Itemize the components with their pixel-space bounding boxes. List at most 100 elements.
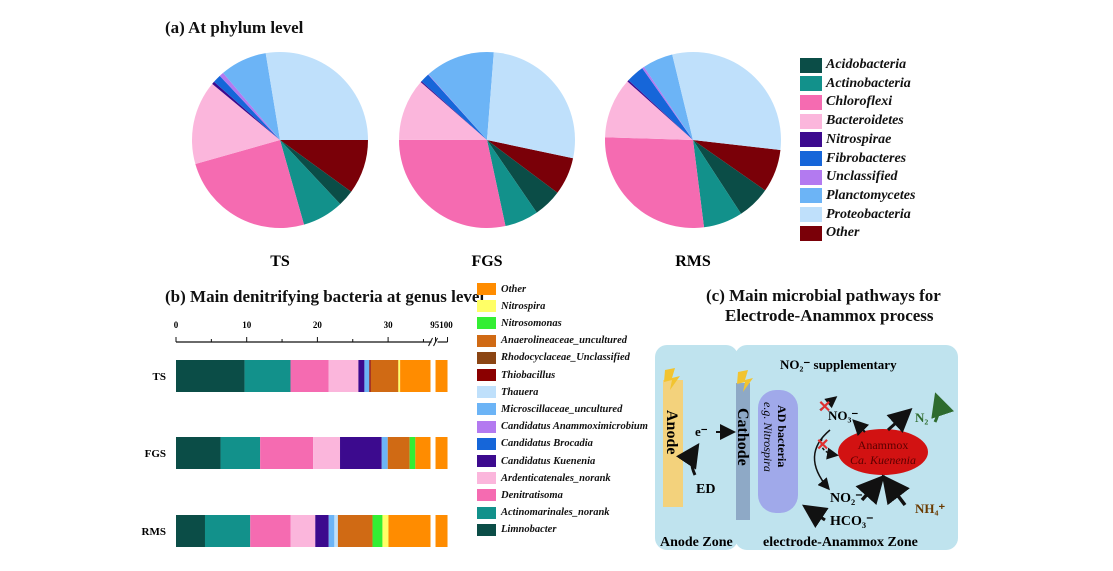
anode-electrode	[663, 380, 683, 507]
bar-segment-fgs-limnobacter	[176, 437, 221, 469]
legend-swatch	[477, 437, 496, 450]
panel-a-title: (a) At phylum level	[165, 18, 304, 37]
bar-segment-rms-candidatus-kuenenia	[315, 515, 329, 547]
pie-slice-rms-other	[693, 140, 781, 191]
x-tick-label: 30	[384, 320, 394, 330]
legend-item-limnobacter: Limnobacter	[477, 523, 556, 536]
pie-slice-fgs-actinobacteria	[487, 140, 537, 227]
pie-slice-ts-nitrospirae	[212, 81, 280, 140]
x-tick-label: 20	[313, 320, 323, 330]
bar-segment-rms-other	[435, 515, 448, 547]
pie-slice-fgs-proteobacteria	[487, 52, 575, 159]
bar-segment-rms-denitratisoma	[250, 515, 291, 547]
legend-item-microscillaceae-uncultured: Microscillaceae_uncultured	[477, 403, 622, 416]
legend-item-nitrosomonas: Nitrosomonas	[477, 317, 562, 330]
electrode-anammox-zone-label: electrode-Anammox Zone	[763, 535, 918, 550]
legend-item-actinomarinales-norank: Actinomarinales_norank	[477, 506, 610, 519]
bar-label-fgs: FGS	[145, 448, 166, 460]
pie-label-rms: RMS	[675, 253, 711, 270]
nh4-label: NH₄⁺	[915, 501, 945, 516]
legend-swatch	[800, 169, 822, 185]
legend-swatch	[800, 151, 822, 166]
bar-segment-rms-thauera	[334, 515, 338, 547]
n2-label: N₂	[915, 410, 928, 425]
bar-segment-rms-anaerolineaceae-uncultured	[337, 515, 373, 547]
pie-slice-fgs-other	[487, 140, 574, 193]
panel-c-title-line2: Electrode-Anammox process	[725, 306, 934, 325]
bar-segment-ts-limnobacter	[176, 360, 245, 392]
no3-label: NO₃⁻	[828, 408, 858, 423]
legend-label: Candidatus Kuenenia	[501, 455, 596, 467]
pie-slice-rms-actinobacteria	[693, 140, 742, 228]
legend-item-nitrospira: Nitrospira	[477, 300, 546, 313]
legend-swatch	[477, 369, 496, 381]
bar-segment-rms-other	[388, 515, 431, 547]
legend-label: Actinobacteria	[826, 75, 911, 91]
pie-slice-ts-actinobacteria	[280, 140, 341, 225]
legend-item-acidobacteria: Acidobacteria	[800, 57, 906, 73]
pie-slice-ts-acidobacteria	[280, 140, 352, 205]
blocked-arrow	[820, 437, 839, 460]
nh4-to-anammox-arrow	[881, 474, 910, 507]
anammox-ellipse	[838, 429, 928, 475]
pie-slice-rms-chloroflexi	[605, 137, 704, 228]
bar-segment-fgs-nitrosomonas	[409, 437, 416, 469]
pie-label-fgs: FGS	[471, 253, 502, 270]
bar-segment-fgs-other	[415, 437, 431, 469]
pie-slice-rms-nitrospirae	[627, 80, 693, 140]
hco3-arrow	[802, 504, 829, 528]
legend-label: Nitrosomonas	[501, 317, 562, 329]
bar-segment-ts-actinomarinales-norank	[244, 360, 291, 392]
anode-label: Anode	[663, 410, 680, 454]
legend-swatch	[477, 523, 496, 536]
pie-charts: TS FGS RMS	[192, 51, 781, 270]
legend-swatch	[800, 188, 822, 204]
pie-slice-ts-unclassified	[219, 72, 280, 140]
legend-swatch	[477, 351, 496, 364]
cathode-electrode	[736, 383, 750, 520]
legend-swatch	[477, 489, 496, 502]
legend-label: Ardenticatenales_norank	[501, 472, 611, 484]
pie-slice-rms-fibrobacteres	[628, 68, 693, 140]
pie-slice-rms-unclassified	[642, 66, 693, 140]
kuenenia-label: Ca. Kuenenia	[850, 453, 916, 467]
legend-item-actinobacteria: Actinobacteria	[800, 76, 911, 92]
ad-bacteria-label: AD bacteria	[775, 405, 789, 467]
anode-zone-label: Anode Zone	[660, 535, 733, 550]
bar-segment-ts-other	[400, 360, 431, 392]
anammox-label: Anammox	[858, 438, 909, 452]
no2-label: NO₂⁻	[830, 491, 863, 506]
legend-swatch	[800, 94, 822, 110]
bar-segment-rms-limnobacter	[176, 515, 205, 547]
legend-item-other: Other	[800, 225, 859, 241]
bar-segment-ts-thiobacillus	[369, 360, 371, 392]
legend-swatch	[477, 420, 496, 433]
legend-label: Fibrobacteres	[826, 150, 907, 166]
bar-segment-rms-microscillaceae-uncultured	[328, 515, 335, 547]
legend-item-other: Other	[477, 283, 526, 295]
bar-segment-fgs-anaerolineaceae-uncultured	[387, 437, 410, 469]
blocked-arrow	[819, 396, 838, 411]
legend-swatch	[477, 334, 496, 347]
ad-bacteria-box	[758, 390, 798, 513]
pie-slice-fgs-planctomycetes	[428, 51, 494, 140]
legend-swatch	[800, 225, 822, 241]
pie-slice-rms-acidobacteria	[693, 140, 766, 214]
bar-segment-rms-actinomarinales-norank	[204, 515, 251, 547]
pie-slice-ts-fibrobacteres	[213, 75, 280, 140]
pie-slice-ts-chloroflexi	[195, 140, 305, 228]
legend-label: Nitrospira	[501, 300, 546, 312]
legend-label: Acidobacteria	[826, 57, 907, 72]
bar-segment-ts-ardenticatenales-norank	[328, 360, 359, 392]
bar-segment-rms-nitrosomonas	[372, 515, 383, 547]
legend-item-candidatus-kuenenia: Candidatus Kuenenia	[477, 455, 595, 467]
bar-segment-fgs-denitratisoma	[260, 437, 314, 469]
legend-label: Denitratisoma	[501, 489, 563, 501]
legend-swatch	[477, 283, 496, 295]
nitrospira-label: e.g. Nitrospira	[761, 402, 775, 472]
x-tick-label: 95100	[430, 320, 453, 330]
nitrite-loop-arrow	[813, 429, 831, 491]
legend-swatch	[477, 317, 496, 330]
legend-item-candidatus-anammoximicrobium: Candidatus Anammoximicrobium	[477, 420, 648, 433]
legend-label: Other	[501, 283, 527, 295]
